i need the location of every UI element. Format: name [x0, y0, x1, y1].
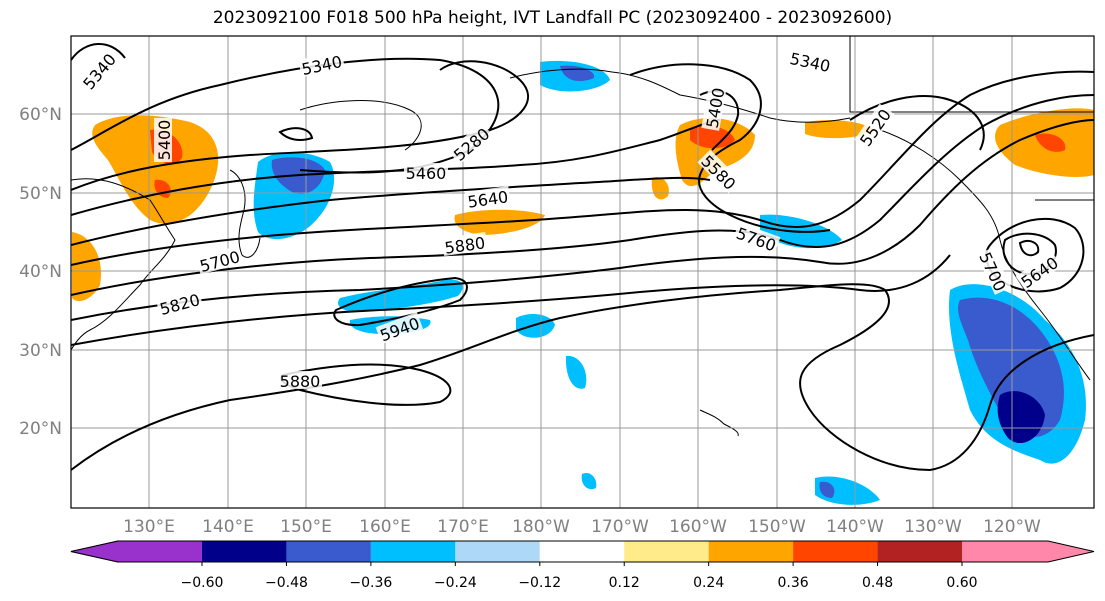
colorbar-swatch [370, 541, 456, 562]
colorbar-swatch [877, 541, 962, 562]
colorbar-tick-label: 0.36 [778, 575, 809, 591]
colorbar: −0.60 −0.48 −0.36 −0.24 −0.12 0.12 0.24 0.36 0.4… [70, 540, 1095, 591]
lon-label: 140°E [202, 517, 254, 537]
colorbar-swatch [624, 541, 709, 562]
colorbar-swatch [793, 541, 878, 562]
longitude-labels: 130°E 140°E 150°E 160°E 170°E 180°W 170°W 160°W… [123, 517, 1041, 537]
colorbar-tick-label: 0.24 [693, 575, 724, 591]
lon-label: 130°E [123, 517, 175, 537]
colorbar-outline [70, 540, 1095, 563]
map-border [70, 35, 1095, 509]
latitude-labels: 60°N 50°N 40°N 30°N 20°N [19, 105, 62, 439]
colorbar-tick-label: −0.24 [434, 575, 477, 591]
lon-label: 160°W [669, 517, 727, 537]
lat-label: 40°N [19, 262, 62, 282]
contour-label: 5400 [154, 118, 174, 162]
colorbar-swatch [962, 541, 1048, 562]
lat-label: 50°N [19, 184, 62, 204]
colorbar-tick-label: 0.12 [609, 575, 640, 591]
colorbar-tick-label: 0.48 [862, 575, 893, 591]
colorbar-swatch [118, 541, 202, 562]
colorbar-swatch [455, 541, 540, 562]
contour-label: 5460 [404, 163, 448, 183]
lon-label: 180°W [512, 517, 570, 537]
colorbar-tick-label: −0.36 [349, 575, 392, 591]
colorbar-tick-label: −0.48 [265, 575, 308, 591]
colorbar-tick-label: −0.60 [181, 575, 224, 591]
colorbar-tick-label: −0.12 [518, 575, 561, 591]
colorbar-swatch [539, 541, 625, 562]
colorbar-tri-low [71, 541, 118, 562]
lon-label: 130°W [904, 517, 962, 537]
colorbar-swatch [708, 541, 794, 562]
contour-label: 5640 [464, 186, 511, 212]
lon-label: 120°W [983, 517, 1041, 537]
colorbar-extend-high [1048, 541, 1094, 562]
colorbar-swatch [286, 541, 371, 562]
lon-label: 150°W [748, 517, 806, 537]
lon-label: 150°E [280, 517, 332, 537]
lon-label: 170°E [437, 517, 489, 537]
svg-text:5880: 5880 [280, 372, 321, 391]
lon-label: 160°E [359, 517, 411, 537]
lat-label: 20°N [19, 419, 62, 439]
svg-text:5460: 5460 [406, 164, 447, 183]
colorbar-swatch [202, 541, 287, 562]
graticule [71, 36, 1094, 508]
svg-text:5400: 5400 [155, 120, 174, 161]
contour-label: 5880 [278, 371, 322, 391]
lon-label: 140°W [826, 517, 884, 537]
lon-label: 170°W [591, 517, 649, 537]
lat-label: 60°N [19, 105, 62, 125]
lat-label: 30°N [19, 341, 62, 361]
colorbar-tick-label: 0.60 [946, 575, 977, 591]
map-title: 2023092100 F018 500 hPa height, IVT Land… [212, 8, 893, 28]
